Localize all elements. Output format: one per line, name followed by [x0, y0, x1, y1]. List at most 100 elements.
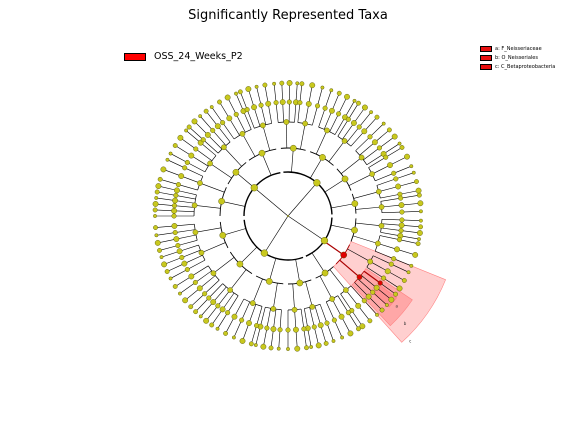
tree-branch: [256, 306, 263, 326]
taxon-node: [418, 224, 423, 230]
tree-branch: [185, 130, 201, 143]
tree-branch: [348, 312, 359, 329]
tree-branch: [199, 275, 216, 289]
tree-branch: [387, 271, 405, 281]
tree-branch: [264, 84, 269, 104]
taxon-node: [320, 85, 325, 90]
taxon-node: [198, 314, 203, 319]
taxon-node: [351, 120, 357, 126]
taxon-node: [196, 285, 203, 292]
taxon-node: [265, 278, 273, 285]
taxon-node: [395, 183, 402, 190]
taxon-node: [219, 306, 226, 313]
tree-branch: [372, 292, 388, 306]
taxon-node: [286, 347, 290, 351]
taxon-node: [202, 291, 208, 297]
taxon-node: [347, 330, 354, 337]
sector-letter: b: [404, 321, 407, 326]
tree-branch: [175, 195, 196, 200]
tree-branch: [355, 206, 382, 210]
class-legend: OSS_24_Weeks_P2: [124, 51, 243, 62]
taxon-node: [391, 170, 397, 176]
tree-branch: [199, 182, 225, 193]
tree-branch: [385, 147, 403, 158]
taxon-node: [344, 93, 350, 100]
tree-branch: [319, 304, 328, 324]
taxon-node: [417, 230, 423, 236]
taxon-node: [220, 120, 226, 126]
tree-branch: [324, 178, 346, 193]
tree-branch: [288, 216, 325, 241]
taxon-node: [154, 196, 159, 200]
tree-branch: [282, 102, 284, 123]
taxon-node: [369, 171, 375, 177]
taxon-node: [359, 323, 366, 330]
taxon-node: [168, 276, 173, 281]
tree-branch: [221, 200, 246, 207]
tree-branch: [281, 83, 283, 103]
tree-branch: [288, 182, 318, 216]
taxon-node: [268, 345, 274, 351]
tree-branch: [366, 153, 384, 166]
tree-branch: [311, 252, 326, 274]
tree-branch: [295, 83, 298, 103]
tree-branch: [307, 328, 312, 348]
taxon-node: [296, 279, 304, 287]
taxon-node: [384, 268, 391, 275]
taxon-node: [245, 86, 252, 92]
tree-branch: [273, 309, 277, 330]
tree-branch: [248, 88, 255, 108]
taxon-node: [331, 317, 337, 323]
taxon-node: [184, 159, 190, 165]
taxon-node: [171, 213, 177, 219]
taxon-node: [369, 110, 373, 115]
tree-branch: [225, 316, 235, 334]
tree-branch: [363, 147, 380, 161]
taxon-node: [343, 287, 349, 293]
tree-branch: [187, 259, 206, 270]
taxon-node: [217, 99, 222, 105]
tree-branch: [401, 224, 421, 228]
tree-branch: [389, 156, 408, 166]
taxon-node: [367, 258, 374, 265]
tree-branch: [242, 323, 250, 342]
tree-branch: [268, 258, 277, 282]
tree-branch: [346, 126, 360, 143]
taxon-node: [168, 151, 173, 156]
taxon-node: [285, 327, 291, 333]
tree-branch: [315, 130, 328, 155]
taxon-node: [254, 323, 260, 329]
taxon-node: [218, 197, 225, 205]
clade-legend-item: c: C_Betaproteobacteria: [480, 62, 555, 71]
tree-branch: [376, 178, 396, 186]
tree-branch: [297, 102, 301, 123]
tree-branch: [348, 103, 359, 120]
tree-branch: [279, 309, 282, 330]
tree-branch: [235, 93, 244, 112]
taxon-node: [378, 223, 385, 229]
taxon-node: [287, 214, 290, 217]
tree-branch: [364, 116, 378, 132]
tree-branch: [370, 261, 388, 272]
tree-branch: [304, 308, 309, 329]
tree-branch: [364, 300, 378, 316]
tree-branch: [300, 309, 305, 329]
tree-branch: [157, 238, 177, 244]
taxon-node: [331, 339, 336, 343]
tree-branch: [174, 210, 195, 213]
taxon-node: [398, 202, 405, 208]
taxon-node: [378, 204, 385, 210]
tree-branch: [255, 326, 261, 346]
tree-branch: [211, 106, 223, 123]
taxon-node: [179, 254, 185, 260]
tree-branch: [273, 83, 277, 103]
taxon-node: [290, 144, 297, 152]
taxon-node: [323, 341, 329, 346]
taxon-node: [301, 326, 307, 332]
taxon-node: [409, 164, 414, 169]
tree-branch: [291, 148, 294, 173]
tree-branch: [317, 87, 323, 106]
taxon-node: [397, 141, 402, 146]
taxon-node: [391, 133, 398, 140]
tree-branch: [399, 239, 419, 244]
